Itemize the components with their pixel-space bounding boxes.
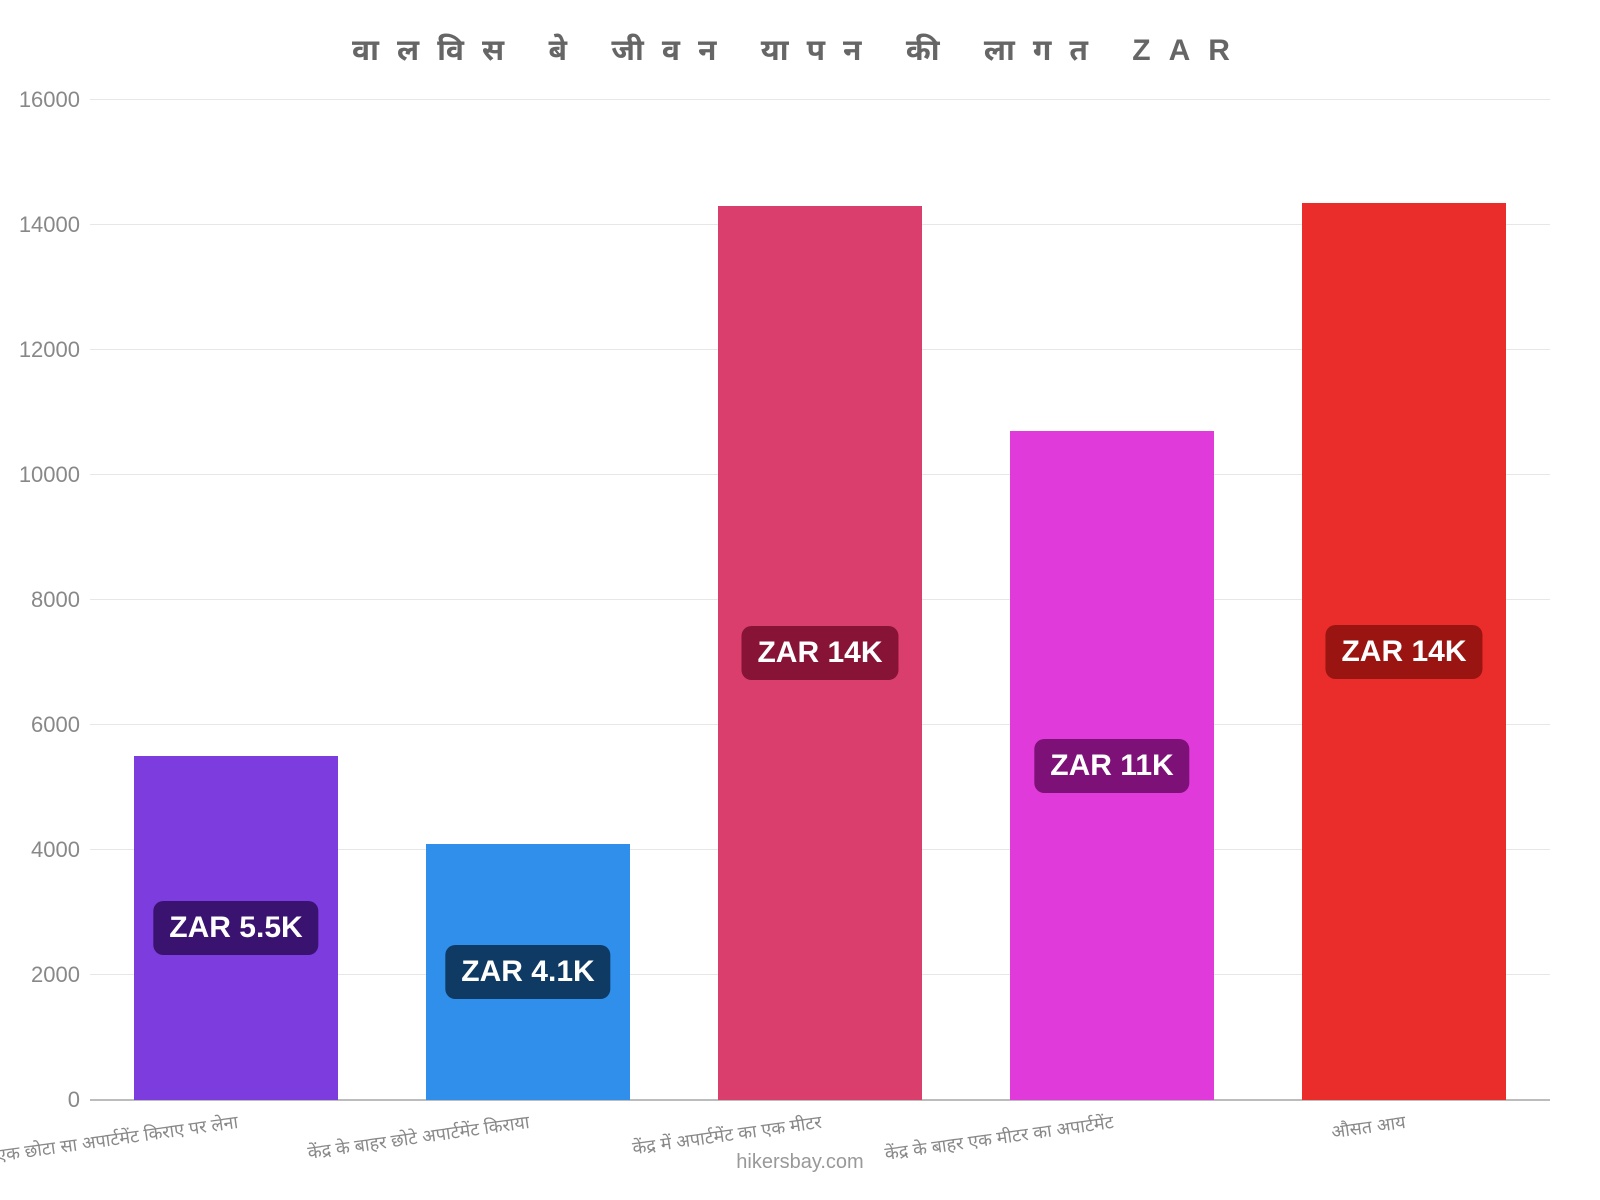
y-tick: 0 [68,1087,90,1113]
y-tick: 8000 [31,587,90,613]
x-tick: औसत आय [1330,1110,1407,1144]
attribution: hikersbay.com [0,1151,1600,1174]
bar: ZAR 14K [718,206,922,1100]
y-tick: 6000 [31,712,90,738]
bar: ZAR 5.5K [134,756,338,1100]
y-tick: 2000 [31,962,90,988]
gridline [90,99,1550,100]
cost-of-living-chart: वालविस बे जीवन यापन की लागत ZAR 02000400… [0,0,1600,1200]
y-tick: 16000 [19,87,90,113]
y-tick: 14000 [19,212,90,238]
bar-value-label: ZAR 5.5K [153,901,318,955]
y-tick: 12000 [19,337,90,363]
chart-title: वालविस बे जीवन यापन की लागत ZAR [0,28,1600,69]
bar-value-label: ZAR 14K [1325,625,1482,679]
bar: ZAR 11K [1010,431,1214,1100]
bar-value-label: ZAR 11K [1034,739,1189,793]
bar: ZAR 4.1K [426,844,630,1100]
bar-value-label: ZAR 4.1K [445,945,610,999]
bar-value-label: ZAR 14K [741,626,898,680]
bar: ZAR 14K [1302,203,1506,1100]
plot-area: 0200040006000800010000120001400016000ZAR… [90,100,1550,1100]
y-tick: 10000 [19,462,90,488]
y-tick: 4000 [31,837,90,863]
